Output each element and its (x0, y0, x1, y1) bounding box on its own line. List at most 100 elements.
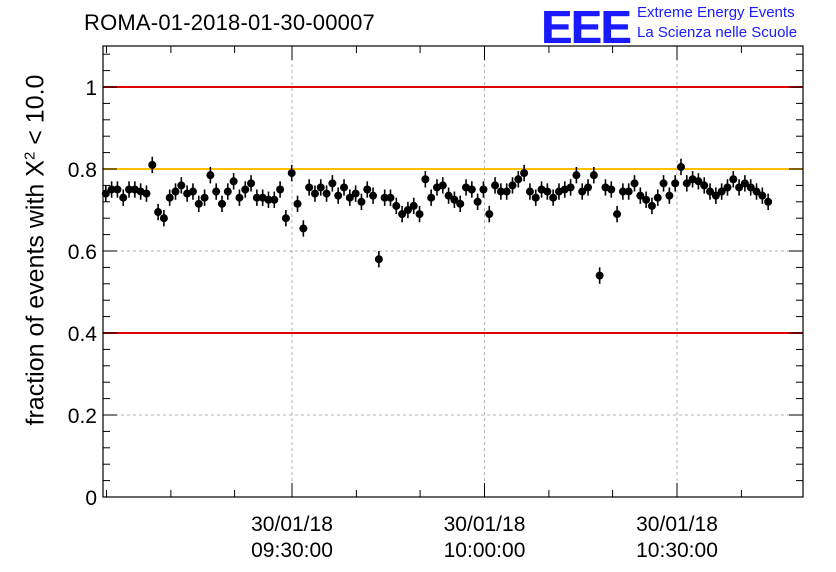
x-tick-label-date-0: 30/01/18 (251, 513, 333, 536)
data-point (148, 160, 157, 169)
data-point (694, 177, 703, 186)
data-point (357, 197, 366, 206)
data-point (444, 191, 453, 200)
data-point (281, 214, 290, 223)
data-point (194, 199, 203, 208)
data-point (653, 193, 662, 202)
data-point (119, 193, 128, 202)
data-point (165, 193, 174, 202)
data-point (305, 183, 314, 192)
data-point (711, 191, 720, 200)
data-point (502, 187, 511, 196)
data-point (613, 210, 622, 219)
data-point (293, 199, 302, 208)
y-axis-label-chi-symbol: X (21, 160, 50, 177)
data-point (729, 175, 738, 184)
data-point (491, 181, 500, 190)
data-point (630, 179, 639, 188)
data-point (188, 187, 197, 196)
data-point (403, 206, 412, 214)
data-point (154, 208, 163, 217)
data-point (223, 187, 232, 196)
data-point (345, 193, 354, 202)
data-point (247, 179, 256, 188)
y-tick-label-5: 1 (85, 77, 97, 100)
y-tick-label-4: 0.8 (68, 159, 97, 182)
data-point (572, 171, 581, 180)
data-point (212, 187, 221, 196)
data-point (450, 195, 459, 204)
data-point (735, 183, 744, 192)
data-point (746, 183, 755, 192)
data-point (369, 191, 378, 200)
data-point (398, 210, 407, 219)
data-point (682, 179, 691, 188)
data-point (409, 201, 418, 210)
data-point (700, 181, 709, 190)
data-point (438, 181, 447, 190)
x-tick-label-time-0: 09:30:00 (251, 539, 333, 562)
data-point (514, 175, 523, 184)
data-point (386, 193, 395, 202)
y-axis-label: fraction of events with X2 < 10.0 (21, 75, 50, 426)
data-point (177, 181, 186, 190)
data-point (334, 191, 343, 200)
data-point (252, 193, 261, 202)
data-point (415, 210, 424, 219)
data-point (485, 210, 494, 219)
data-point (171, 187, 180, 196)
data-point (671, 179, 680, 188)
y-tick-label-2: 0.4 (68, 323, 98, 346)
data-point (380, 193, 389, 202)
data-point (706, 187, 715, 196)
data-point (299, 224, 308, 233)
eee-logo: EEE Extreme Energy Events La Scienza nel… (541, 1, 831, 53)
data-point (723, 183, 732, 192)
logo-line-2: La Scienza nelle Scuole (637, 24, 798, 41)
data-point (618, 187, 627, 196)
data-point (566, 183, 575, 192)
data-point (101, 189, 110, 198)
data-point (578, 187, 587, 196)
data-point (351, 189, 360, 198)
data-point (595, 271, 604, 280)
data-point (740, 179, 749, 188)
run-title: ROMA-01-2018-01-30-00007 (84, 10, 375, 35)
data-point (624, 187, 633, 196)
x-tick-label-date-1: 30/01/18 (444, 513, 526, 536)
data-point (276, 185, 285, 194)
x-tick-label-time-2: 10:30:00 (636, 539, 718, 562)
data-point (218, 199, 226, 208)
data-point (241, 185, 250, 194)
data-point (473, 197, 482, 206)
data-point (142, 189, 151, 198)
data-point (328, 179, 337, 188)
data-point (421, 175, 430, 184)
data-point (531, 193, 540, 202)
data-point (764, 197, 773, 206)
data-point (520, 169, 529, 178)
data-point (206, 171, 215, 180)
data-point (717, 187, 726, 196)
data-point (659, 179, 668, 188)
data-point (647, 201, 656, 210)
data-point (607, 185, 616, 194)
data-point (642, 195, 651, 204)
data-point (125, 185, 134, 194)
data-point (456, 199, 465, 208)
data-point (310, 189, 319, 198)
data-point (496, 187, 505, 196)
data-point (363, 185, 372, 194)
y-axis-label-suffix: < 10.0 (21, 74, 50, 152)
data-point (665, 191, 674, 200)
data-point (159, 214, 168, 223)
data-point (264, 195, 273, 204)
data-point (392, 201, 401, 210)
data-point (340, 183, 349, 192)
y-tick-label-3: 0.6 (68, 241, 97, 264)
data-point (636, 191, 645, 200)
data-point (316, 183, 325, 192)
x-tick-label-date-2: 30/01/18 (636, 513, 718, 536)
data-point (107, 185, 116, 194)
